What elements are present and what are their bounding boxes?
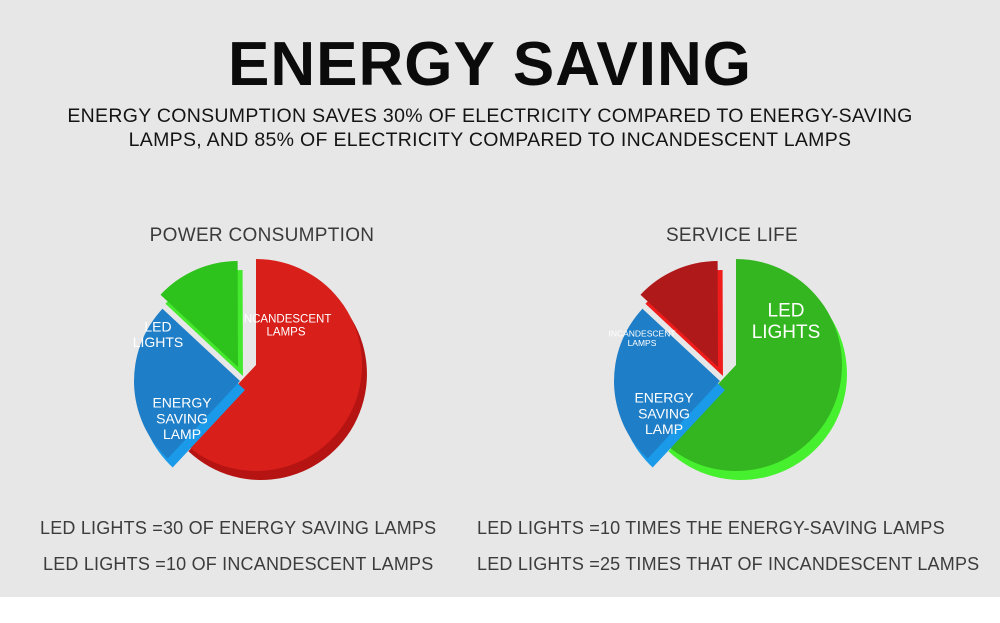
pie-slice-label: INCANDESCENT LAMPS	[608, 328, 675, 348]
pie-slice-incandescent-lamps: INCANDESCENT LAMPS	[608, 261, 723, 376]
pie-slice-face	[614, 308, 720, 459]
pie-slice-face	[183, 259, 363, 471]
subtitle: ENERGY CONSUMPTION SAVES 30% OF ELECTRIC…	[40, 104, 940, 152]
service-life-title: SERVICE LIFE	[665, 225, 799, 246]
pie-slice-label-line: SAVING	[638, 405, 690, 421]
pie-slice-label-line: INCANDESCENT	[241, 314, 332, 326]
power-note-1: LED LIGHTS =30 OF ENERGY SAVING LAMPS	[40, 518, 437, 538]
pie-slice-face	[640, 261, 718, 367]
service-note-1: LED LIGHTS =10 TIMES THE ENERGY-SAVING L…	[477, 518, 945, 538]
power-consumption-title: POWER CONSUMPTION	[149, 225, 375, 246]
subtitle-line-2: LAMPS, AND 85% OF ELECTRICITY COMPARED T…	[128, 129, 852, 151]
power-consumption-pie: INCANDESCENT LAMPS ENERGY SAVING LAMP LED LIGH…	[133, 259, 367, 480]
pie-slice-label-line: LIGHTS	[752, 322, 821, 343]
pie-slice-label-line: LAMPS	[267, 327, 306, 339]
pie-slice-label-line: LAMPS	[628, 338, 657, 348]
pie-slice-label-line: ENERGY	[152, 395, 212, 411]
pie-slice-label: ENERGY SAVING LAMP	[152, 395, 212, 442]
pie-slice-label: LED LIGHTS	[752, 301, 821, 343]
pie-slice-label-line: LAMP	[163, 426, 201, 442]
pie-slice-label: INCANDESCENT LAMPS	[241, 314, 332, 339]
pie-slice-face	[160, 261, 238, 367]
pie-slice-label: ENERGY SAVING LAMP	[634, 390, 694, 437]
pie-slice-face	[663, 259, 843, 471]
pie-slice-label-line: INCANDESCENT	[608, 328, 675, 338]
power-note-2: LED LIGHTS =10 OF INCANDESCENT LAMPS	[43, 554, 434, 574]
pie-slice-label-line: LIGHTS	[133, 334, 184, 350]
pie-slice-incandescent-lamps: INCANDESCENT LAMPS	[183, 259, 367, 480]
pie-slice-label-line: ENERGY	[634, 390, 694, 406]
pie-slice-led-lights: LED LIGHTS	[663, 259, 847, 480]
page-title: ENERGY SAVING	[227, 30, 753, 99]
pie-slice-label-line: LED	[768, 301, 805, 322]
infographic-panel: ENERGY SAVING ENERGY CONSUMPTION SAVES 3…	[0, 0, 1000, 597]
pie-slice-energy-saving-lamp: ENERGY SAVING LAMP	[614, 308, 725, 468]
pie-slice-led-lights: LED LIGHTS	[133, 261, 243, 376]
service-note-2: LED LIGHTS =25 TIMES THAT OF INCANDESCEN…	[477, 554, 980, 574]
pie-slice-face	[134, 308, 240, 459]
pie-slice-label-line: SAVING	[156, 410, 208, 426]
pie-slice-label-line: LED	[144, 318, 171, 334]
pie-slice-label: LED LIGHTS	[133, 318, 184, 350]
subtitle-line-1: ENERGY CONSUMPTION SAVES 30% OF ELECTRIC…	[67, 105, 913, 127]
pie-slice-energy-saving-lamp: ENERGY SAVING LAMP	[134, 308, 245, 468]
pie-slice-label-line: LAMP	[645, 421, 683, 437]
